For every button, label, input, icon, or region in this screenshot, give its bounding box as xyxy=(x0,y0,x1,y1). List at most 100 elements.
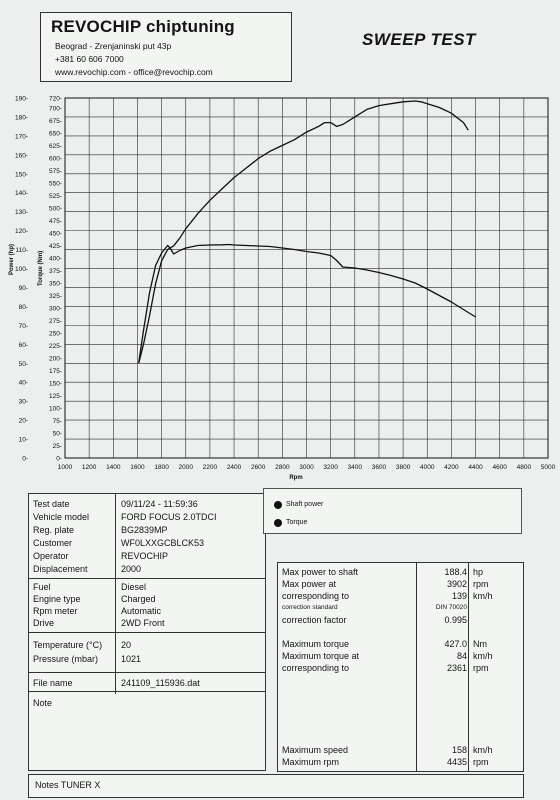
max-torque-at-unit: km/h xyxy=(473,651,493,661)
power-speed-unit: km/h xyxy=(473,591,493,601)
company-address: Beograd - Zrenjaninski put 43p xyxy=(55,41,172,51)
x-tick-label: 4600 xyxy=(492,464,507,471)
y2-tick-label: 425- xyxy=(49,243,62,250)
y1-tick-label: 130- xyxy=(15,209,28,216)
y1-tick-label: 50- xyxy=(19,361,28,368)
correction-standard-value: DIN 70020 xyxy=(435,604,467,611)
y2-tick-label: 250- xyxy=(49,331,62,338)
torque-rpm-unit: rpm xyxy=(473,663,489,673)
y1-tick-label: 80- xyxy=(19,304,28,311)
max-torque-at-value: 84 xyxy=(456,651,467,661)
torque-curve xyxy=(138,243,476,364)
company-name: REVOCHIP chiptuning xyxy=(51,17,235,36)
y2-tick-label: 500- xyxy=(49,206,62,213)
x-tick-label: 1200 xyxy=(82,464,97,471)
x-tick-label: 3400 xyxy=(348,464,363,471)
power-legend-icon xyxy=(274,501,282,509)
y1-tick-label: 100- xyxy=(15,266,28,273)
x-tick-label: 3200 xyxy=(323,464,338,471)
power-speed-value: 139 xyxy=(451,591,467,601)
y1-tick-label: 150- xyxy=(15,171,28,178)
max-rpm-label: Maximum rpm xyxy=(282,757,340,767)
correction-factor-value: 0.995 xyxy=(444,615,467,625)
x-tick-label: 2600 xyxy=(251,464,266,471)
company-web: www.revochip.com - office@revochip.com xyxy=(55,67,213,77)
power-speed-label: corresponding to xyxy=(282,591,350,601)
y2-tick-label: 150- xyxy=(49,381,62,388)
max-power-at-value: 3902 xyxy=(446,579,467,589)
results-column-divider xyxy=(468,563,469,771)
x-tick-label: 2000 xyxy=(179,464,194,471)
y2-tick-label: 700- xyxy=(49,106,62,113)
x-axis-label: Rpm xyxy=(289,475,302,481)
y2-tick-label: 275- xyxy=(49,318,62,325)
info-divider xyxy=(29,632,265,633)
y1-tick-label: 70- xyxy=(19,323,28,330)
y2-tick-label: 50- xyxy=(53,431,62,438)
test-info-table: Test date 09/11/24 - 11:59:36 Vehicle mod… xyxy=(28,493,266,771)
y2-tick-label: 125- xyxy=(49,393,62,400)
x-tick-label: 4800 xyxy=(517,464,532,471)
y1-tick-label: 10- xyxy=(19,437,28,444)
y1-tick-label: 40- xyxy=(19,380,28,387)
chart-grid xyxy=(64,97,549,459)
y2-axis-label: Torque (Nm) xyxy=(38,251,44,286)
x-tick-label: 3800 xyxy=(396,464,411,471)
y1-tick-label: 90- xyxy=(19,285,28,292)
y2-tick-label: 525- xyxy=(49,193,62,200)
max-speed-label: Maximum speed xyxy=(282,745,349,755)
x-tick-label: 2400 xyxy=(227,464,242,471)
torque-legend-label: Torque xyxy=(286,519,308,526)
y2-tick-label: 0- xyxy=(56,456,62,463)
y1-tick-label: 120- xyxy=(15,228,28,235)
x-tick-label: 5000 xyxy=(541,464,556,471)
y2-tick-label: 675- xyxy=(49,118,62,125)
y2-tick-label: 625- xyxy=(49,143,62,150)
company-header: REVOCHIP chiptuning Beograd - Zrenjanins… xyxy=(40,12,292,82)
x-tick-label: 2800 xyxy=(275,464,290,471)
y2-tick-label: 475- xyxy=(49,218,62,225)
results-table: Max power to shaft 188.4 hp Max power at… xyxy=(277,562,524,772)
y1-tick-label: 60- xyxy=(19,342,28,349)
torque-legend-icon xyxy=(274,519,282,527)
x-tick-label: 4400 xyxy=(468,464,483,471)
y2-tick-label: 25- xyxy=(53,443,62,450)
y2-tick-label: 450- xyxy=(49,231,62,238)
x-tick-label: 4000 xyxy=(420,464,435,471)
x-tick-label: 2200 xyxy=(203,464,218,471)
y2-tick-label: 225- xyxy=(49,343,62,350)
plot-frame xyxy=(64,97,549,459)
x-tick-label: 3000 xyxy=(299,464,314,471)
y1-axis-label: Power (hp) xyxy=(9,244,15,275)
max-rpm-unit: rpm xyxy=(473,757,489,767)
power-curve xyxy=(138,100,469,364)
y2-tick-label: 575- xyxy=(49,168,62,175)
torque-rpm-value: 2361 xyxy=(446,663,467,673)
notes-text: Notes TUNER X xyxy=(35,780,101,790)
y2-tick-label: 75- xyxy=(53,418,62,425)
y2-tick-label: 175- xyxy=(49,368,62,375)
torque-rpm-label: corresponding to xyxy=(282,663,350,673)
max-speed-value: 158 xyxy=(451,745,467,755)
x-tick-label: 1000 xyxy=(58,464,73,471)
info-divider xyxy=(29,691,265,692)
y1-tick-label: 30- xyxy=(19,399,28,406)
sweep-chart: 1000 1200 1400 1600 1800 2000 2200 2400 2600 2800… xyxy=(9,96,556,482)
max-rpm-value: 4435 xyxy=(446,757,467,767)
company-phone: +381 60 606 7000 xyxy=(55,54,124,64)
y1-tick-label: 160- xyxy=(15,152,28,159)
y1-tick-label: 110- xyxy=(15,247,28,254)
max-power-value: 188.4 xyxy=(444,567,467,577)
info-divider xyxy=(29,672,265,673)
y1-tick-label: 170- xyxy=(15,133,28,140)
max-torque-at-label: Maximum torque at xyxy=(282,651,360,661)
chart-legend: Shaft power Torque xyxy=(263,488,522,534)
max-power-unit: hp xyxy=(473,567,484,577)
y2-tick-label: 375- xyxy=(49,268,62,275)
x-tick-label: 4200 xyxy=(444,464,459,471)
info-divider xyxy=(29,578,265,579)
info-column-divider xyxy=(115,494,116,680)
correction-factor-label: correction factor xyxy=(282,615,347,625)
max-torque-unit: Nm xyxy=(473,639,487,649)
power-legend-label: Shaft power xyxy=(286,501,324,508)
